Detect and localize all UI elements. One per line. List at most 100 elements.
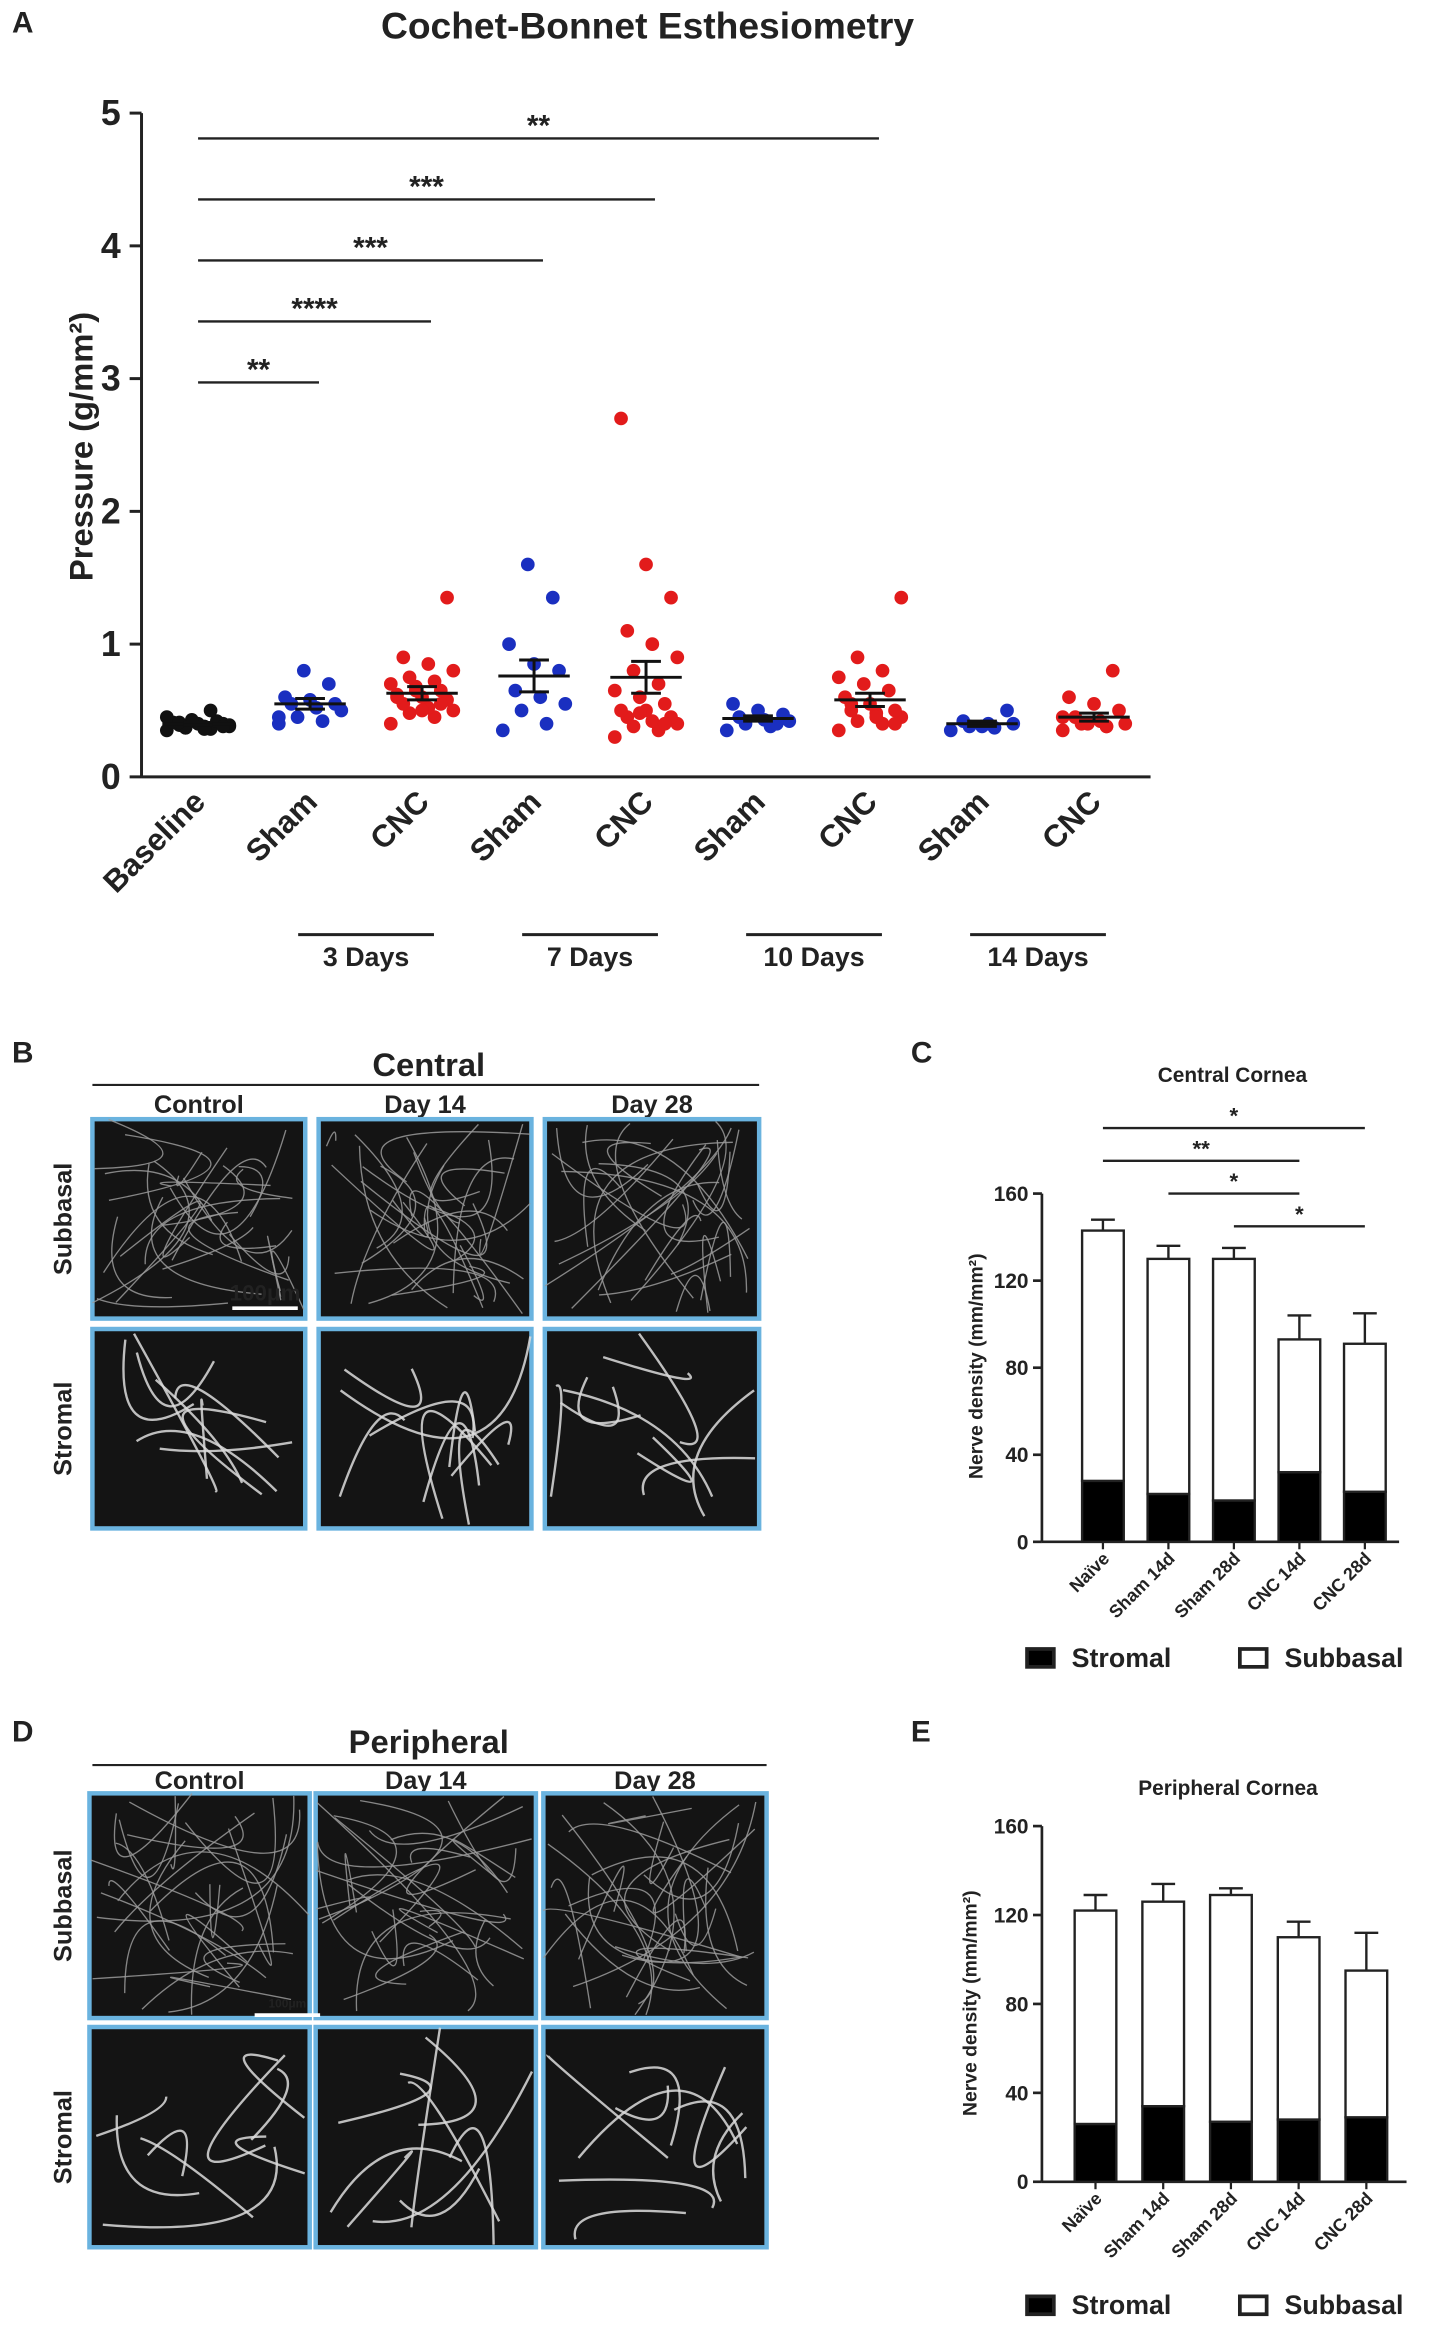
nerve-fiber — [375, 1931, 465, 1985]
nerve-fiber — [624, 1838, 730, 1952]
nerve-fiber — [135, 1429, 278, 1493]
nerve-fiber — [115, 1200, 201, 1303]
nerve-fiber — [372, 2071, 534, 2224]
nerve-fiber — [358, 1145, 448, 1309]
nerve-fiber — [420, 1409, 493, 1520]
y-tick-label: 160 — [994, 1816, 1029, 1839]
nerve-fiber — [448, 2127, 495, 2245]
significance-label: *** — [353, 231, 388, 264]
bar-segment — [1344, 2116, 1389, 2183]
nerve-fiber — [168, 1884, 278, 2013]
data-point — [552, 663, 566, 678]
row-label: Stromal — [50, 2090, 78, 2184]
nerve-fiber — [583, 1167, 622, 1247]
nerve-fiber — [542, 1899, 694, 1976]
data-point — [520, 557, 535, 572]
nerve-fiber — [457, 1428, 500, 1525]
significance-label: * — [1230, 1169, 1239, 1194]
nerve-fiber — [399, 2168, 481, 2217]
nerve-fiber — [129, 1801, 301, 1854]
nerve-fiber — [271, 1250, 305, 1310]
y-tick-label: 120 — [994, 1270, 1029, 1293]
data-point — [433, 697, 448, 711]
significance-label: *** — [409, 170, 444, 203]
data-point — [869, 710, 884, 724]
y-axis-label: Nerve density (mm/mm²) — [959, 1890, 981, 2116]
panel-title: Central — [372, 1046, 485, 1083]
nerve-fiber — [598, 1162, 689, 1246]
x-tick-label: CNC — [363, 784, 436, 857]
nerve-fiber — [571, 1147, 711, 1309]
x-tick-label: Sham 14d — [1105, 1548, 1179, 1622]
row-label: Subbasal — [50, 1849, 78, 1961]
data-point — [639, 557, 653, 572]
nerve-fiber — [92, 1160, 190, 1304]
group-label: 14 Days — [987, 942, 1088, 972]
data-point — [626, 663, 641, 678]
nerve-fiber — [644, 1215, 702, 1281]
nerve-fiber — [135, 1352, 215, 1408]
nerve-fiber — [316, 1842, 454, 1960]
nerve-fiber — [184, 1797, 277, 1884]
nerve-fiber — [113, 1793, 193, 1858]
column-label: Control — [155, 1767, 245, 1795]
x-tick-label: CNC — [587, 784, 660, 857]
nerve-fiber — [649, 1821, 675, 1885]
nerve-fiber — [146, 2129, 189, 2177]
error-bar — [1287, 1314, 1312, 1340]
x-tick-label: CNC 14d — [1242, 2188, 1309, 2255]
nerve-fiber — [100, 1892, 267, 1979]
data-point — [888, 703, 902, 718]
y-axis-label: Pressure (g/mm²) — [62, 312, 99, 581]
x-tick-label: Sham 14d — [1100, 2188, 1174, 2262]
nerve-fiber — [329, 2147, 463, 2213]
data-point — [446, 663, 461, 678]
data-point — [539, 716, 554, 731]
data-point — [614, 703, 628, 718]
data-point — [421, 657, 436, 671]
nerve-fiber — [104, 1169, 213, 1221]
nerve-fiber — [568, 1823, 732, 1874]
group-label: 3 Days — [323, 942, 409, 972]
data-point — [632, 706, 647, 720]
nerve-fiber — [614, 1946, 755, 1965]
y-tick-label: 160 — [994, 1183, 1029, 1206]
nerve-fiber — [126, 1815, 244, 1849]
bar-segment — [1141, 1900, 1186, 2108]
nerve-fiber — [325, 1131, 337, 1147]
nerve-fiber — [409, 1847, 471, 1863]
x-tick-label: CNC 28d — [1308, 1548, 1375, 1615]
nerve-fiber — [603, 1802, 675, 2016]
data-point — [664, 590, 678, 605]
significance-label: ** — [247, 354, 271, 387]
nerve-fiber — [549, 1384, 563, 1497]
scale-label: 100μm — [269, 1997, 307, 2011]
legend-label: Stromal — [1072, 2290, 1172, 2320]
nerve-fiber — [573, 2209, 686, 2240]
error-bar — [743, 714, 773, 723]
data-point — [645, 714, 660, 728]
bar-segment — [1073, 1909, 1118, 2126]
data-point — [850, 714, 865, 728]
data-point — [850, 650, 865, 665]
error-bar — [295, 697, 325, 711]
bar-segment — [1211, 1499, 1256, 1544]
nerve-fiber — [242, 2053, 306, 2119]
data-point — [1118, 716, 1133, 731]
nerve-fiber — [663, 1144, 719, 1242]
nerve-fiber — [154, 1378, 244, 1484]
error-bar — [1221, 1246, 1246, 1259]
data-point — [831, 723, 846, 738]
micrograph — [87, 2024, 312, 2250]
nerve-fiber — [700, 1221, 732, 1301]
nerve-fiber — [185, 1913, 248, 1988]
nerve-fiber — [370, 1202, 531, 1241]
nerve-fiber — [371, 1909, 398, 1967]
nerve-fiber — [334, 1267, 497, 1302]
data-point — [278, 690, 292, 705]
data-point — [894, 590, 909, 605]
nerve-fiber — [692, 1129, 740, 1216]
error-bar — [183, 720, 213, 727]
y-tick-label: 3 — [101, 359, 121, 399]
nerve-fiber — [550, 1878, 592, 2009]
